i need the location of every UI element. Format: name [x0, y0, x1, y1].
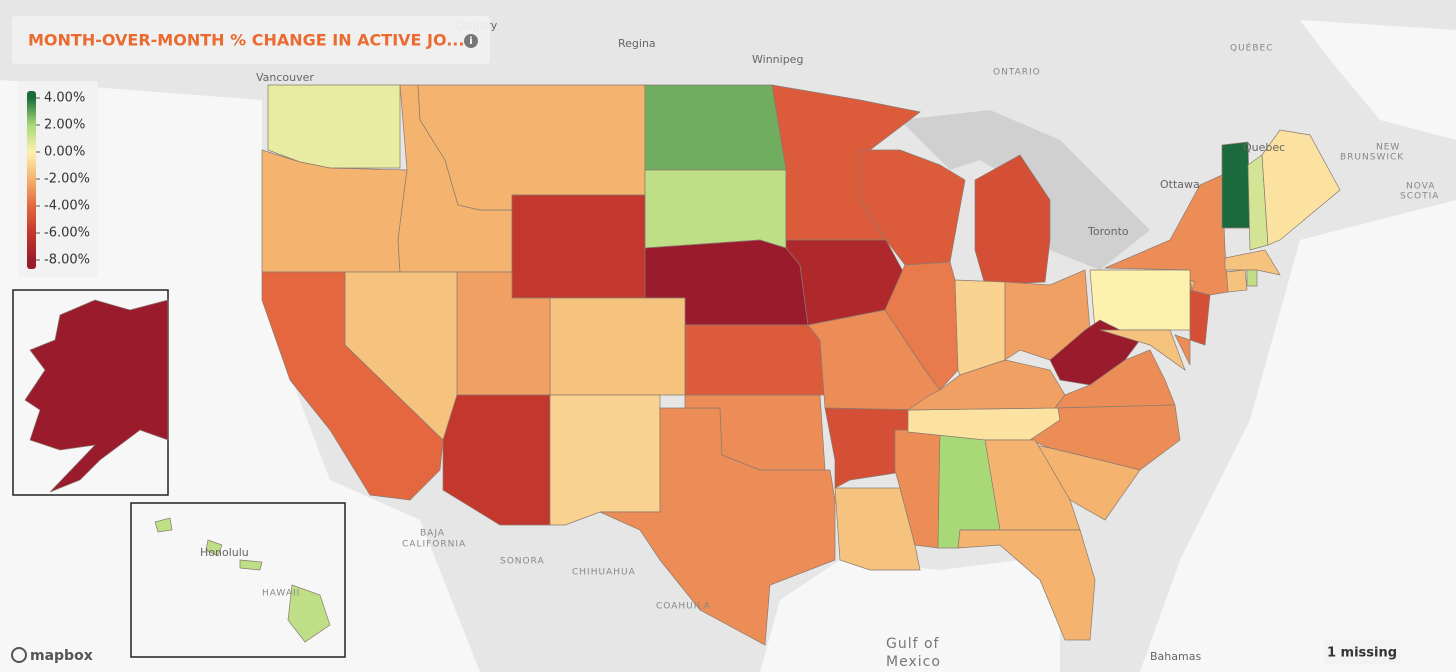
- place-label: Bahamas: [1150, 650, 1201, 663]
- pacific: [0, 80, 480, 672]
- legend-label: -6.00%: [44, 226, 90, 241]
- region: [684, 394, 826, 471]
- info-icon[interactable]: [464, 34, 478, 48]
- place-label: CALIFORNIA: [402, 540, 466, 550]
- place-label: NEW: [1376, 143, 1400, 153]
- legend: 4.00% 2.00% 0.00% -2.00% -4.00% -6.00% -8.00%: [36, 91, 90, 268]
- legend-label: -4.00%: [44, 199, 90, 214]
- region: [1049, 319, 1141, 386]
- region: [1089, 269, 1201, 331]
- gulf: [760, 560, 1060, 672]
- place-label: Ottawa: [1160, 178, 1200, 191]
- legend-label: 4.00%: [44, 91, 85, 106]
- region: [261, 271, 444, 501]
- attribution: mapbox: [30, 648, 93, 664]
- region: [1221, 141, 1251, 229]
- region: [644, 84, 787, 171]
- region: [1261, 129, 1341, 246]
- place-label: HAWAII: [262, 589, 300, 599]
- place-label: Vancouver: [256, 71, 314, 84]
- legend-label: -2.00%: [44, 172, 90, 187]
- region: [684, 324, 826, 396]
- region: [1224, 269, 1248, 293]
- region: [984, 439, 1081, 531]
- region: [1224, 249, 1281, 276]
- logo-mark: [11, 647, 27, 663]
- states: [12, 84, 1341, 658]
- legend-label: 2.00%: [44, 118, 85, 133]
- place-label: Toronto: [1087, 225, 1129, 238]
- place-label: SCOTIA: [1400, 192, 1439, 202]
- region: [267, 84, 401, 169]
- info-glyph: i: [469, 36, 472, 47]
- hudson-water: [1300, 20, 1456, 140]
- legend-label: 0.00%: [44, 145, 85, 160]
- place-label: Gulf of: [886, 636, 940, 652]
- region: [511, 194, 646, 299]
- map-title: MONTH-OVER-MONTH % CHANGE IN ACTIVE JO..…: [28, 31, 464, 50]
- place-label: CHIHUAHUA: [572, 568, 636, 578]
- legend-label: -8.00%: [44, 253, 90, 268]
- region: [24, 299, 169, 493]
- region: [1099, 329, 1186, 371]
- place-label: BRUNSWICK: [1340, 153, 1404, 163]
- region: [1246, 269, 1258, 287]
- region: [1174, 334, 1191, 366]
- legend-bar: [27, 91, 36, 269]
- region: [549, 394, 661, 526]
- region: [644, 169, 787, 249]
- atlantic: [1140, 200, 1456, 672]
- missing-badge: [1324, 640, 1400, 664]
- place-label: Quebec: [1243, 141, 1285, 154]
- region: [957, 529, 1096, 641]
- great-lakes: [900, 110, 1150, 270]
- missing-label: 1 missing: [1327, 646, 1397, 661]
- place-label: COAHUILA: [656, 602, 711, 612]
- place-label: Honolulu: [200, 546, 249, 559]
- title-box: [12, 16, 490, 64]
- place-label: QUÉBEC: [1230, 42, 1274, 54]
- region: [974, 154, 1051, 286]
- region: [884, 261, 959, 391]
- place-label: Winnipeg: [752, 53, 803, 66]
- region: [954, 279, 1006, 376]
- place-label: Regina: [618, 37, 656, 50]
- place-label: BAJA: [420, 529, 445, 539]
- place-label: ONTARIO: [993, 68, 1041, 78]
- place-label: NOVA: [1406, 182, 1435, 192]
- region: [154, 517, 331, 643]
- region: [549, 297, 686, 396]
- place-label: SONORA: [500, 557, 545, 567]
- legend-box: [18, 81, 98, 277]
- region: [1189, 279, 1196, 292]
- place-label: Mexico: [886, 654, 941, 670]
